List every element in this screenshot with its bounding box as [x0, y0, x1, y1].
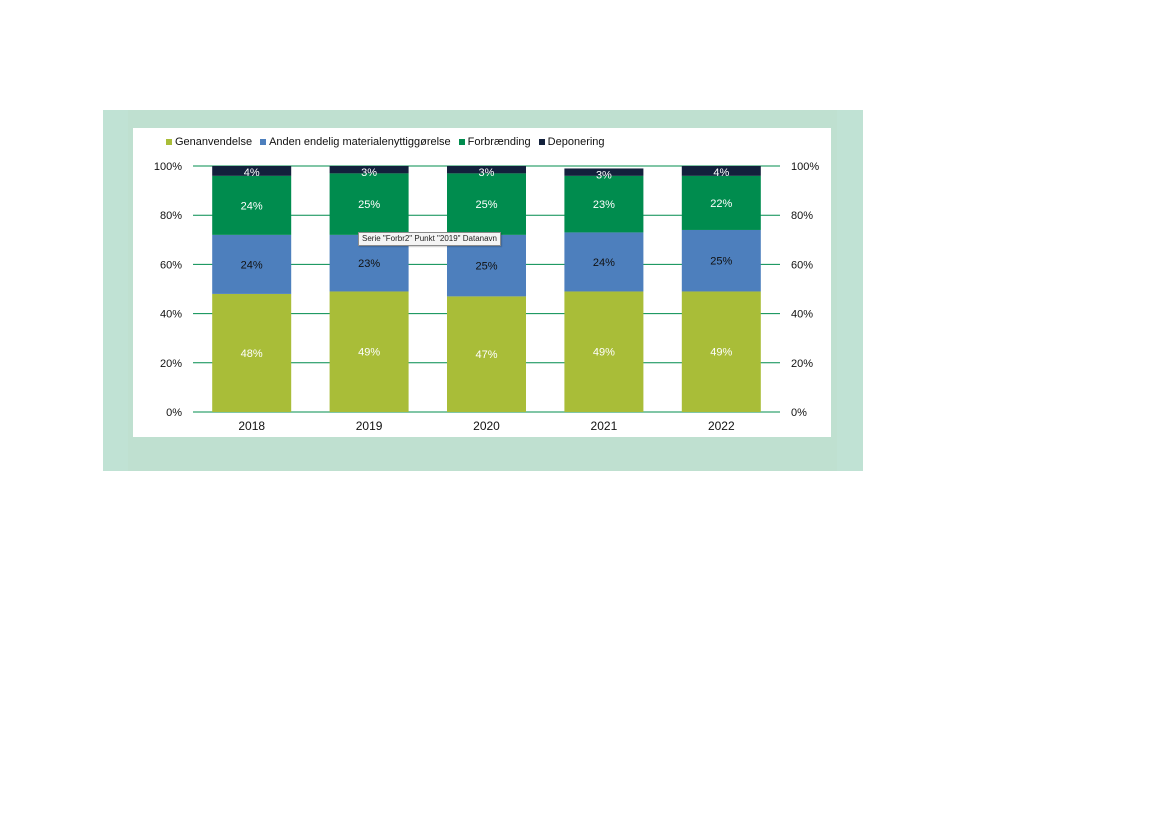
- bar-segment[interactable]: [212, 175, 292, 235]
- y-tick-label-left: 20%: [160, 358, 182, 370]
- legend-swatch: [458, 139, 465, 145]
- bar-segment[interactable]: [329, 166, 409, 174]
- x-tick-label: 2022: [708, 419, 735, 433]
- legend-swatch: [538, 139, 545, 145]
- bar-segment[interactable]: [564, 232, 644, 292]
- bar-segment[interactable]: [681, 166, 761, 176]
- legend-label: Forbrænding: [467, 136, 531, 148]
- x-tick-label: 2020: [473, 419, 500, 433]
- data-label: 25%: [710, 256, 732, 268]
- legend-label: Genanvendelse: [175, 136, 253, 148]
- x-tick-label: 2018: [238, 419, 265, 433]
- data-label: 49%: [710, 347, 732, 359]
- legend-swatch: [166, 139, 172, 145]
- legend-item: Deponering: [538, 136, 605, 148]
- y-tick-label-left: 40%: [160, 309, 182, 321]
- y-tick-label-right: 100%: [791, 161, 819, 173]
- data-label: 23%: [358, 258, 380, 270]
- bar-segment[interactable]: [681, 175, 761, 230]
- legend-label: Deponering: [547, 136, 605, 148]
- data-label: 49%: [593, 347, 615, 359]
- y-tick-label-left: 60%: [160, 259, 182, 271]
- x-tick-label: 2021: [591, 419, 618, 433]
- data-label: 4%: [713, 167, 729, 179]
- data-label: 25%: [475, 261, 497, 273]
- data-label: 3%: [361, 167, 377, 179]
- y-tick-label-left: 80%: [160, 210, 182, 222]
- data-label: 47%: [475, 349, 497, 361]
- y-tick-label-right: 80%: [791, 210, 813, 222]
- y-tick-label-right: 60%: [791, 259, 813, 271]
- data-label: 4%: [244, 167, 260, 179]
- legend-item: Genanvendelse: [166, 136, 252, 148]
- data-label: 22%: [710, 198, 732, 210]
- y-tick-label-left: 0%: [166, 407, 182, 419]
- data-label: 48%: [241, 348, 263, 360]
- y-tick-label-left: 100%: [154, 161, 182, 173]
- bar-segment[interactable]: [212, 234, 292, 294]
- bar-segment[interactable]: [329, 173, 409, 235]
- bar-segment[interactable]: [212, 166, 292, 176]
- data-label: 25%: [358, 199, 380, 211]
- bar-segment[interactable]: [681, 291, 761, 412]
- bar-segment[interactable]: [447, 173, 526, 235]
- bar-segment[interactable]: [564, 168, 644, 176]
- legend-label: Anden endelig materialenyttiggørelse: [269, 136, 451, 148]
- data-label: 23%: [593, 199, 615, 211]
- bar-segment[interactable]: [212, 293, 292, 412]
- data-label: 25%: [475, 199, 497, 211]
- y-tick-label-right: 0%: [791, 407, 807, 419]
- x-tick-label: 2019: [356, 419, 383, 433]
- data-label: 24%: [593, 257, 615, 269]
- data-label: 49%: [358, 347, 380, 359]
- legend-item: Anden endelig materialenyttiggørelse: [260, 136, 451, 148]
- bar-segment[interactable]: [447, 166, 526, 174]
- legend-item: Forbrænding: [458, 136, 531, 148]
- data-label: 24%: [241, 259, 263, 271]
- bar-segment[interactable]: [447, 296, 526, 412]
- bar-segment[interactable]: [681, 229, 761, 292]
- bar-segment[interactable]: [329, 291, 409, 412]
- data-label: 3%: [596, 169, 612, 181]
- legend-swatch: [260, 139, 267, 145]
- y-tick-label-right: 40%: [791, 309, 813, 321]
- y-tick-label-right: 20%: [791, 358, 813, 370]
- data-label: 24%: [241, 200, 263, 212]
- data-label-tooltip: Serie "Forbr2" Punkt "2019" Datanavn: [358, 232, 501, 246]
- bar-segment[interactable]: [564, 175, 644, 233]
- data-label: 3%: [479, 167, 495, 179]
- bar-segment[interactable]: [564, 291, 644, 412]
- legend: Genanvendelse Anden endelig materialenytt…: [166, 135, 613, 149]
